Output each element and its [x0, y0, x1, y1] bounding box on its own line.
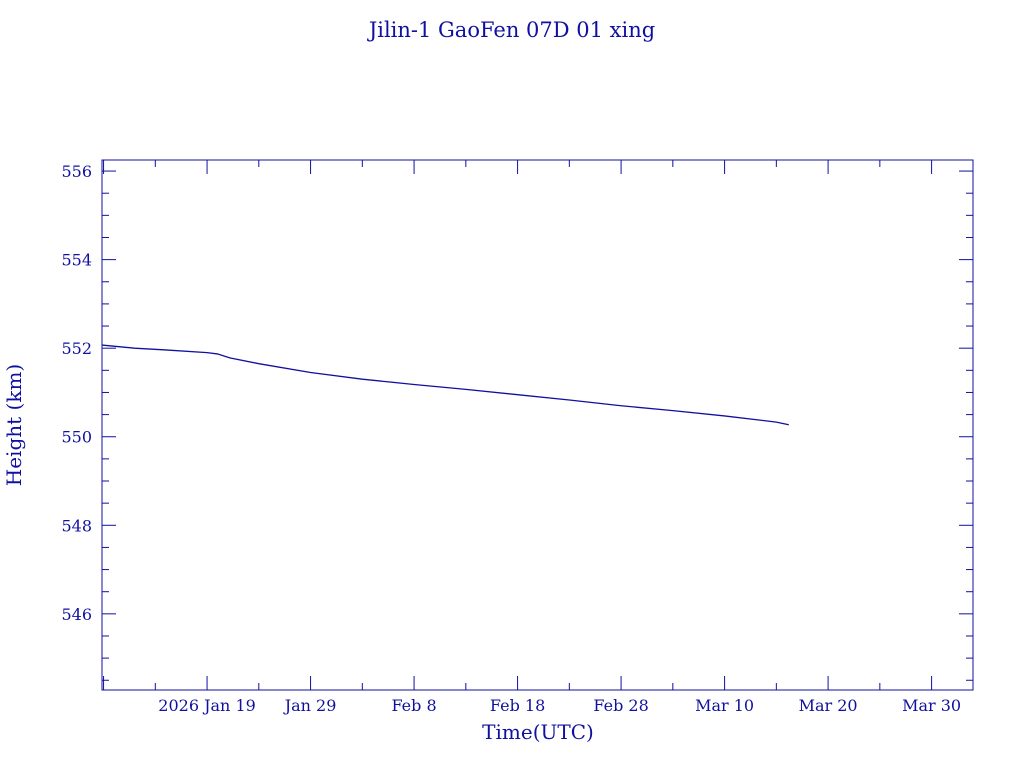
x-tick-label: Jan 29 — [283, 696, 337, 715]
x-axis-label: Time(UTC) — [482, 720, 594, 744]
x-tick-label: Mar 20 — [799, 696, 858, 715]
y-tick-label: 548 — [61, 516, 92, 535]
y-tick-label: 554 — [61, 251, 92, 270]
x-tick-label: Feb 18 — [490, 696, 545, 715]
chart-title: Jilin-1 GaoFen 07D 01 xing — [367, 18, 655, 42]
y-axis-label: Height (km) — [2, 364, 26, 486]
height-series-line — [101, 344, 789, 426]
x-tick-label: Mar 30 — [902, 696, 961, 715]
plot-frame — [101, 159, 974, 691]
y-tick-label: 552 — [61, 339, 92, 358]
y-tick-label: 546 — [61, 605, 92, 624]
x-tick-label: 2026 Jan 19 — [158, 696, 256, 715]
x-tick-label: Feb 28 — [593, 696, 648, 715]
x-tick-label: Feb 8 — [391, 696, 436, 715]
y-tick-label: 556 — [61, 162, 92, 181]
y-tick-label: 550 — [61, 428, 92, 447]
x-tick-label: Mar 10 — [695, 696, 754, 715]
